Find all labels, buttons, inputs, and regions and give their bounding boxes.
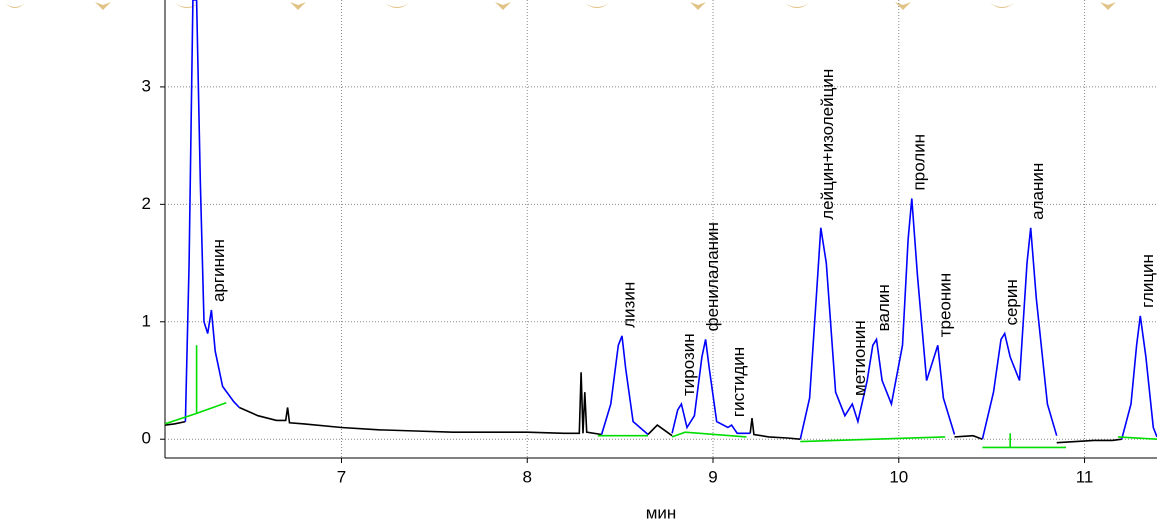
trace xyxy=(165,345,1157,449)
y-tick-label: 3 xyxy=(142,76,151,95)
peak-label: валин xyxy=(874,284,893,331)
x-tick-label: 7 xyxy=(337,467,346,486)
peak-label: аланин xyxy=(1028,163,1047,220)
trace xyxy=(165,372,1122,444)
peak-label: метионин xyxy=(850,320,869,396)
peak-label: глицин xyxy=(1138,254,1157,308)
peak-label: лизин xyxy=(619,282,638,328)
peak-label: фенилаланин xyxy=(703,222,722,331)
ornaments xyxy=(5,2,1116,10)
peak-label: пролин xyxy=(909,134,928,191)
peak-label: аргинин xyxy=(209,239,228,302)
y-tick-label: 0 xyxy=(142,429,151,448)
peak-label: серин xyxy=(1002,279,1021,325)
peak-label: гистидин xyxy=(729,347,748,417)
peak-label: тирозин xyxy=(679,333,698,396)
x-tick-label: 9 xyxy=(708,467,717,486)
plot-area xyxy=(165,0,1157,449)
y-tick-label: 2 xyxy=(142,194,151,213)
x-axis-label: мин xyxy=(646,503,677,522)
x-tick-label: 11 xyxy=(1076,467,1094,486)
peak-label: лейцин+изолейцин xyxy=(818,69,837,220)
peak-label: треонин xyxy=(935,273,954,337)
trace xyxy=(184,0,1157,440)
x-tick-label: 8 xyxy=(523,467,532,486)
x-tick-label: 10 xyxy=(889,467,908,486)
y-tick-label: 1 xyxy=(142,311,151,330)
